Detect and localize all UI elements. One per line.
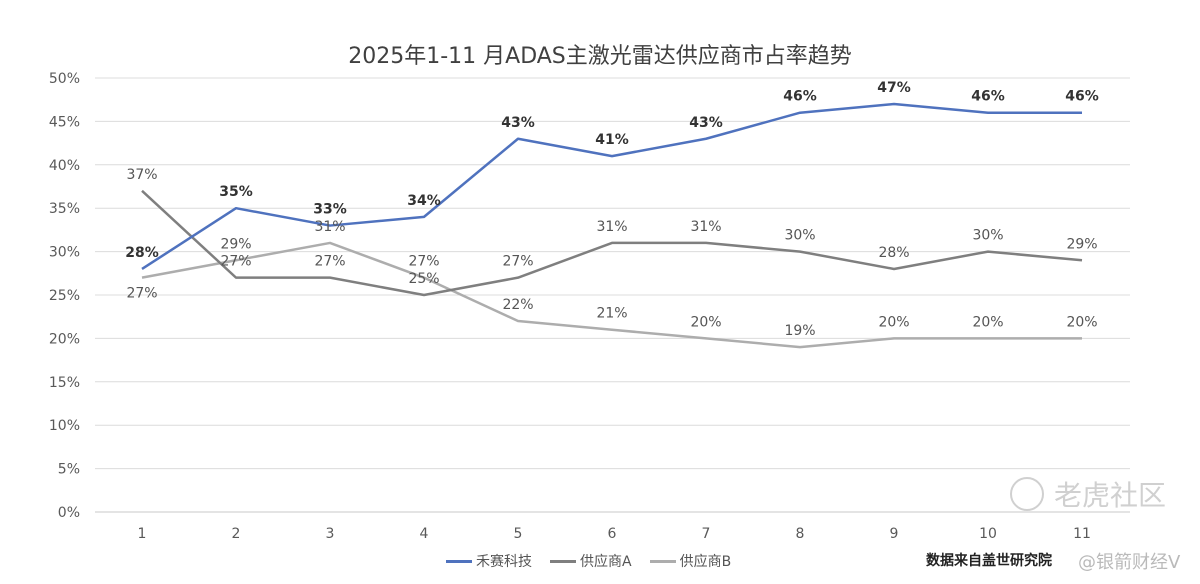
x-tick-label: 2 xyxy=(232,526,241,542)
data-label: 41% xyxy=(595,132,629,148)
data-label: 47% xyxy=(877,80,911,96)
data-label: 30% xyxy=(784,228,815,244)
data-label: 46% xyxy=(783,89,817,105)
x-tick-label: 5 xyxy=(514,526,523,542)
y-tick-label: 40% xyxy=(49,158,80,174)
data-label: 27% xyxy=(126,286,157,302)
legend-label: 供应商A xyxy=(580,554,632,570)
legend: 禾赛科技 供应商A 供应商B xyxy=(446,551,731,571)
data-label: 22% xyxy=(502,297,533,313)
x-tick-label: 8 xyxy=(796,526,805,542)
series-line-供应商A xyxy=(141,189,1083,297)
data-label: 29% xyxy=(220,236,251,252)
watermark-logo: 老虎社区 xyxy=(1010,474,1166,514)
data-label: 46% xyxy=(971,89,1005,105)
chart-title: 2025年1-11 月ADAS主激光雷达供应商市占率趋势 xyxy=(348,44,852,69)
legend-item-supplier-a: 供应商A xyxy=(550,551,632,571)
data-label: 35% xyxy=(219,184,253,200)
legend-label: 禾赛科技 xyxy=(476,554,532,570)
legend-label: 供应商B xyxy=(679,554,732,570)
legend-swatch xyxy=(550,559,576,563)
watermark-primary: 老虎社区 xyxy=(1054,479,1167,512)
data-label: 27% xyxy=(314,254,345,270)
data-label: 20% xyxy=(972,314,1003,330)
data-label: 21% xyxy=(596,306,627,322)
data-label: 27% xyxy=(220,254,251,270)
data-label: 25% xyxy=(408,271,439,287)
data-label: 34% xyxy=(407,193,441,209)
y-tick-label: 10% xyxy=(49,418,80,434)
data-label: 29% xyxy=(1066,236,1097,252)
data-label: 43% xyxy=(501,115,535,131)
x-tick-label: 9 xyxy=(890,526,899,542)
legend-swatch xyxy=(446,559,472,563)
data-label: 31% xyxy=(596,219,627,235)
data-label: 31% xyxy=(690,219,721,235)
source-note: 数据来自盖世研究院 xyxy=(926,553,1052,569)
x-tick-label: 3 xyxy=(326,526,335,542)
data-label: 31% xyxy=(314,219,345,235)
y-tick-label: 0% xyxy=(58,505,80,521)
y-tick-label: 5% xyxy=(58,462,80,478)
series-line-禾赛科技 xyxy=(141,102,1082,271)
data-label: 27% xyxy=(502,254,533,270)
data-label: 37% xyxy=(126,167,157,183)
y-tick-label: 45% xyxy=(49,114,80,130)
data-label: 46% xyxy=(1065,89,1099,105)
data-label: 27% xyxy=(408,254,439,270)
x-tick-label: 4 xyxy=(420,526,429,542)
x-tick-label: 6 xyxy=(608,526,617,542)
data-label: 20% xyxy=(690,314,721,330)
y-tick-label: 20% xyxy=(49,331,80,347)
x-tick-label: 11 xyxy=(1073,526,1091,542)
y-tick-label: 50% xyxy=(49,71,80,87)
data-label: 30% xyxy=(972,228,1003,244)
watermark-secondary: @银箭财经V xyxy=(1078,552,1181,573)
legend-item-hesai: 禾赛科技 xyxy=(446,551,532,571)
x-tick-label: 10 xyxy=(979,526,997,542)
legend-swatch xyxy=(649,559,676,563)
x-tick-label: 7 xyxy=(702,526,711,542)
tiger-logo-icon xyxy=(1010,477,1044,511)
x-tick-label: 1 xyxy=(138,526,147,542)
y-tick-label: 30% xyxy=(49,245,80,261)
data-label: 20% xyxy=(1066,314,1097,330)
series-line-供应商B xyxy=(141,241,1082,349)
data-label: 28% xyxy=(125,245,159,261)
data-label: 28% xyxy=(878,245,909,261)
data-label: 19% xyxy=(784,323,815,339)
data-label: 20% xyxy=(878,314,909,330)
data-label: 43% xyxy=(689,115,723,131)
y-tick-label: 25% xyxy=(49,288,80,304)
legend-item-supplier-b: 供应商B xyxy=(649,551,732,571)
y-tick-label: 15% xyxy=(49,375,80,391)
y-tick-label: 35% xyxy=(49,201,80,217)
data-label: 33% xyxy=(313,202,347,218)
